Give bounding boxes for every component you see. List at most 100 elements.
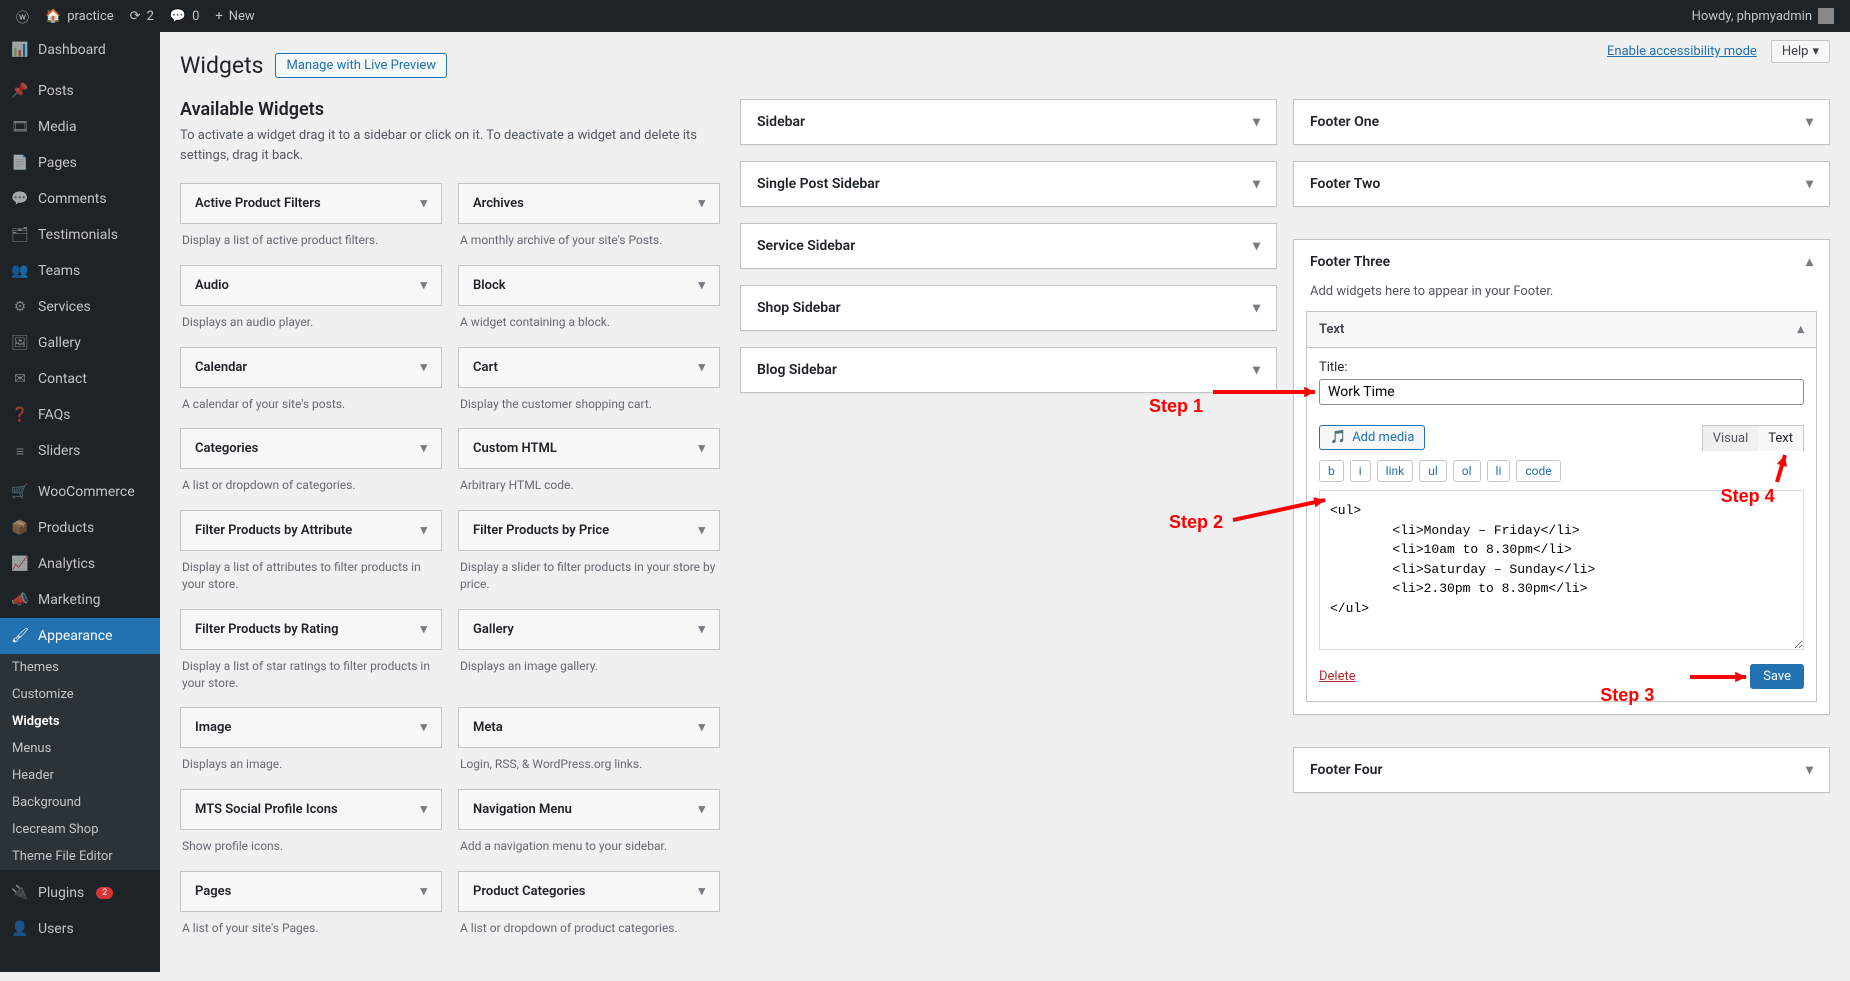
delete-link[interactable]: Delete bbox=[1319, 669, 1356, 684]
toolbar-b[interactable]: b bbox=[1319, 460, 1344, 482]
sidebar-item-label: Users bbox=[38, 921, 74, 937]
area-head[interactable]: Shop Sidebar▾ bbox=[741, 286, 1276, 330]
widget-head[interactable]: Navigation Menu▾ bbox=[458, 789, 720, 830]
testimonial-icon: 🗂 bbox=[10, 225, 30, 245]
save-button[interactable]: Save bbox=[1750, 664, 1804, 689]
tab-visual[interactable]: Visual bbox=[1703, 426, 1759, 451]
widget-head[interactable]: Filter Products by Rating▾ bbox=[180, 609, 442, 650]
area-title: Shop Sidebar bbox=[757, 300, 841, 316]
sidebar-item-label: FAQs bbox=[38, 407, 71, 423]
area-head[interactable]: Footer Two▾ bbox=[1294, 162, 1829, 206]
sidebar-item-gallery[interactable]: 🖼Gallery bbox=[0, 325, 160, 361]
sidebar-sub-header[interactable]: Header bbox=[0, 762, 160, 789]
editor-textarea[interactable] bbox=[1319, 490, 1804, 650]
help-button[interactable]: Help▾ bbox=[1771, 40, 1830, 63]
sidebar-item-services[interactable]: ⚙Services bbox=[0, 289, 160, 325]
help-label: Help bbox=[1782, 44, 1809, 59]
sidebar-sub-widgets[interactable]: Widgets bbox=[0, 708, 160, 735]
plus-icon: + bbox=[215, 9, 222, 24]
title-input[interactable] bbox=[1319, 379, 1804, 405]
area-head[interactable]: Sidebar▾ bbox=[741, 100, 1276, 144]
sidebar-sub-theme-file-editor[interactable]: Theme File Editor bbox=[0, 843, 160, 870]
sidebar-item-products[interactable]: 📦Products bbox=[0, 510, 160, 546]
toolbar-ul[interactable]: ul bbox=[1419, 460, 1447, 482]
area-head-footer-three[interactable]: Footer Three ▴ bbox=[1294, 240, 1829, 284]
updates-link[interactable]: ⟳2 bbox=[122, 0, 162, 32]
widget-head[interactable]: Image▾ bbox=[180, 707, 442, 748]
sidebar-item-marketing[interactable]: 📣Marketing bbox=[0, 582, 160, 618]
widget-head[interactable]: Active Product Filters▾ bbox=[180, 183, 442, 224]
contact-icon: ✉ bbox=[10, 369, 30, 389]
live-preview-button[interactable]: Manage with Live Preview bbox=[275, 53, 447, 78]
area-title: Single Post Sidebar bbox=[757, 176, 880, 192]
editor-tabs-row: 🎵 Add media Visual Text bbox=[1319, 415, 1804, 460]
sidebar-item-users[interactable]: 👤Users bbox=[0, 911, 160, 947]
widget-head[interactable]: Pages▾ bbox=[180, 871, 442, 912]
widget-head[interactable]: MTS Social Profile Icons▾ bbox=[180, 789, 442, 830]
widget-head[interactable]: Custom HTML▾ bbox=[458, 428, 720, 469]
sidebar-item-contact[interactable]: ✉Contact bbox=[0, 361, 160, 397]
media-icon: 🎞 bbox=[10, 117, 30, 137]
area-head[interactable]: Single Post Sidebar▾ bbox=[741, 162, 1276, 206]
widget-head[interactable]: Cart▾ bbox=[458, 347, 720, 388]
sidebar-item-media[interactable]: 🎞Media bbox=[0, 109, 160, 145]
widget-head[interactable]: Product Categories▾ bbox=[458, 871, 720, 912]
sidebar-sub-background[interactable]: Background bbox=[0, 789, 160, 816]
widget-name: Image bbox=[195, 720, 231, 735]
sidebar-sub-icecream-shop[interactable]: Icecream Shop bbox=[0, 816, 160, 843]
site-name: practice bbox=[67, 9, 113, 24]
sidebar-item-comments[interactable]: 💬Comments bbox=[0, 181, 160, 217]
marketing-icon: 📣 bbox=[10, 590, 30, 610]
add-media-button[interactable]: 🎵 Add media bbox=[1319, 425, 1425, 450]
chevron-down-icon: ▾ bbox=[420, 196, 427, 211]
sidebar-sub-menus[interactable]: Menus bbox=[0, 735, 160, 762]
comments-link[interactable]: 💬0 bbox=[162, 0, 208, 32]
site-link[interactable]: 🏠practice bbox=[37, 0, 122, 32]
sidebar-item-testimonials[interactable]: 🗂 Testimonials bbox=[0, 217, 160, 253]
area-head[interactable]: Footer Four▾ bbox=[1294, 748, 1829, 792]
toolbar-code[interactable]: code bbox=[1516, 460, 1560, 482]
widget-head[interactable]: Categories▾ bbox=[180, 428, 442, 469]
sidebar-item-plugins[interactable]: 🔌Plugins2 bbox=[0, 875, 160, 911]
widget-head[interactable]: Meta▾ bbox=[458, 707, 720, 748]
widget-head[interactable]: Audio▾ bbox=[180, 265, 442, 306]
plugins-icon: 🔌 bbox=[10, 883, 30, 903]
sidebar-item-pages[interactable]: 📄Pages bbox=[0, 145, 160, 181]
areas-col-right: Footer One▾Footer Two▾ Footer Three ▴ Ad… bbox=[1293, 99, 1830, 793]
sidebar-item-label: Testimonials bbox=[38, 227, 118, 243]
sidebar-sub-customize[interactable]: Customize bbox=[0, 681, 160, 708]
widget-head[interactable]: Calendar▾ bbox=[180, 347, 442, 388]
accessibility-link[interactable]: Enable accessibility mode bbox=[1607, 44, 1757, 59]
sidebar-item-posts[interactable]: 📌Posts bbox=[0, 73, 160, 109]
new-link[interactable]: +New bbox=[207, 0, 262, 32]
tab-text[interactable]: Text bbox=[1758, 426, 1803, 451]
wp-logo[interactable]: ⓦ bbox=[8, 0, 37, 32]
toolbar-link[interactable]: link bbox=[1377, 460, 1414, 482]
widget-head[interactable]: Filter Products by Attribute▾ bbox=[180, 510, 442, 551]
available-widget: Pages▾A list of your site's Pages. bbox=[180, 871, 442, 941]
sidebar-sub-themes[interactable]: Themes bbox=[0, 654, 160, 681]
chevron-down-icon: ▾ bbox=[1806, 114, 1813, 130]
widget-name: Gallery bbox=[473, 622, 514, 637]
area-head[interactable]: Blog Sidebar▾ bbox=[741, 348, 1276, 392]
sidebar-item-analytics[interactable]: 📈Analytics bbox=[0, 546, 160, 582]
area-head[interactable]: Footer One▾ bbox=[1294, 100, 1829, 144]
toolbar-i[interactable]: i bbox=[1350, 460, 1371, 482]
available-widget: Custom HTML▾Arbitrary HTML code. bbox=[458, 428, 720, 498]
widget-head[interactable]: Filter Products by Price▾ bbox=[458, 510, 720, 551]
sidebar-item-woocommerce[interactable]: 🛒WooCommerce bbox=[0, 474, 160, 510]
sidebar-item-sliders[interactable]: ≡Sliders bbox=[0, 433, 160, 469]
widget-head[interactable]: Gallery▾ bbox=[458, 609, 720, 650]
sidebar-item-appearance[interactable]: 🖌Appearance bbox=[0, 618, 160, 654]
sidebar-item-teams[interactable]: 👥Teams bbox=[0, 253, 160, 289]
area-head[interactable]: Service Sidebar▾ bbox=[741, 224, 1276, 268]
sidebar-item-dashboard[interactable]: 📊Dashboard bbox=[0, 32, 160, 68]
toolbar-li[interactable]: li bbox=[1487, 460, 1511, 482]
text-widget-head[interactable]: Text ▴ bbox=[1307, 312, 1816, 348]
toolbar-ol[interactable]: ol bbox=[1453, 460, 1481, 482]
widget-head[interactable]: Archives▾ bbox=[458, 183, 720, 224]
area-shop-sidebar: Shop Sidebar▾ bbox=[740, 285, 1277, 331]
widget-head[interactable]: Block▾ bbox=[458, 265, 720, 306]
sidebar-item-faqs[interactable]: ❓FAQs bbox=[0, 397, 160, 433]
howdy-link[interactable]: Howdy, phpmyadmin bbox=[1684, 0, 1842, 32]
